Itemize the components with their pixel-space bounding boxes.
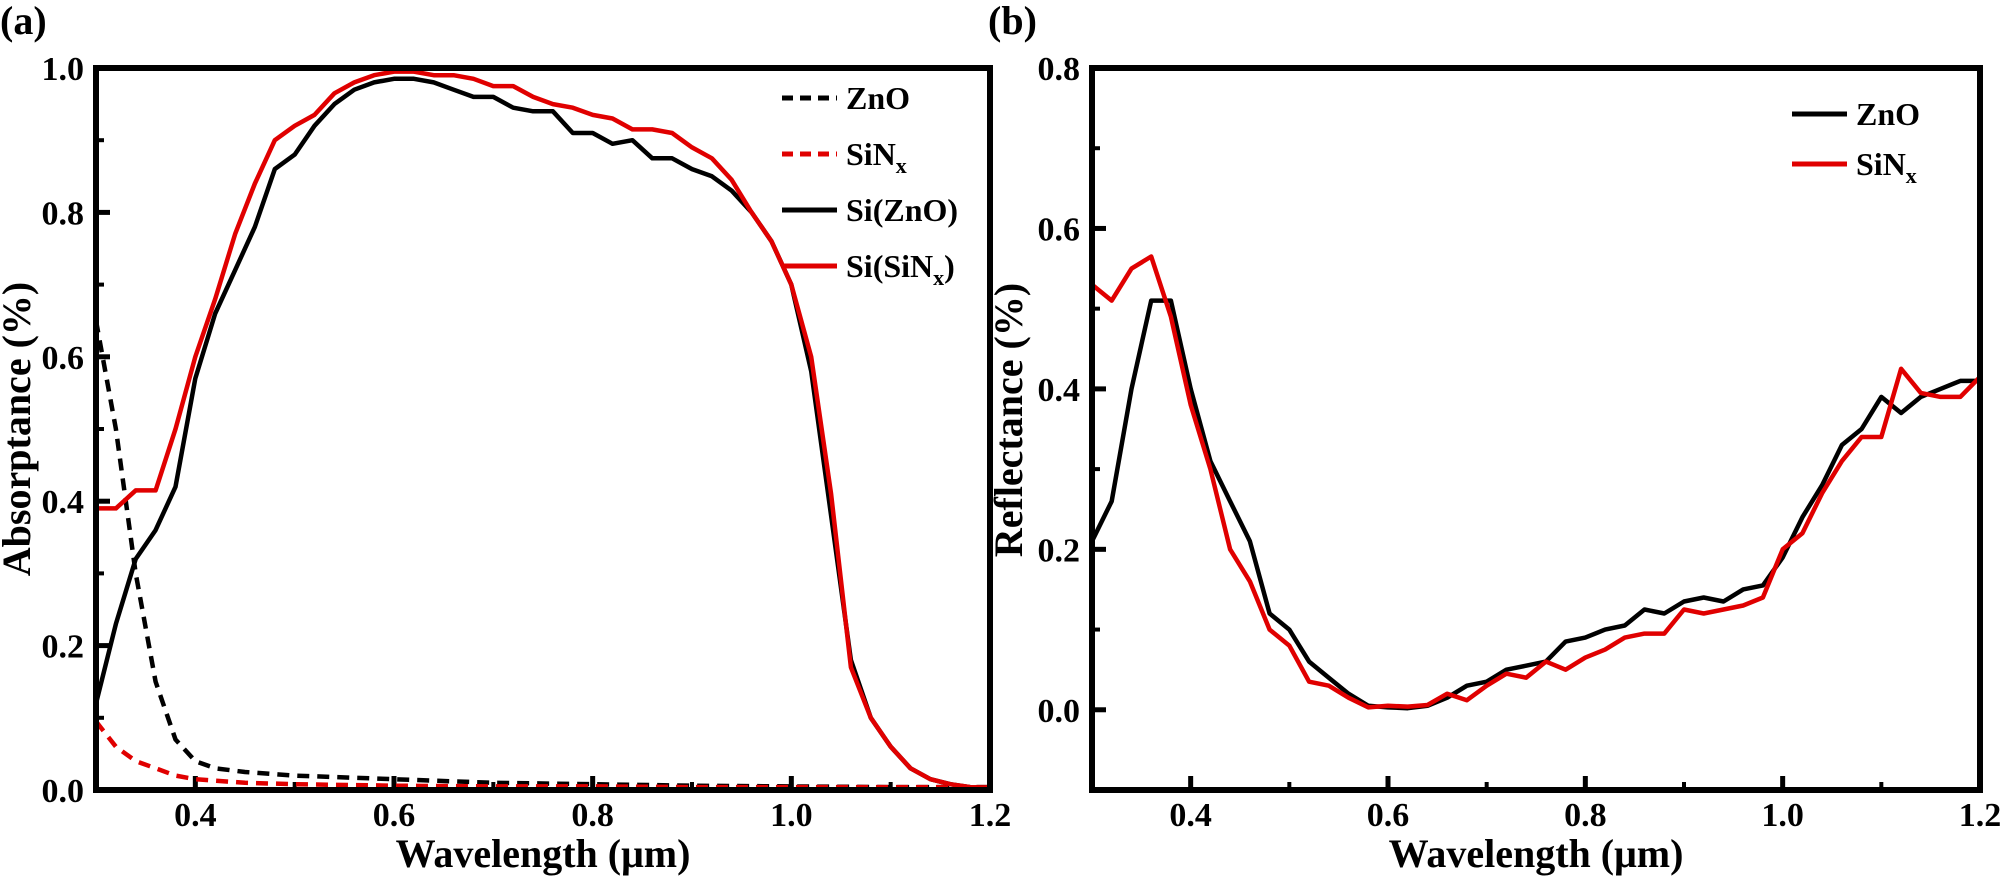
panel-b-plot-frame bbox=[1089, 65, 1983, 793]
panel-a-legend-label: SiNx bbox=[846, 136, 907, 178]
panel-a-series-sinx bbox=[94, 720, 990, 790]
panel-b-x-tick-label: 1.2 bbox=[1959, 797, 2000, 834]
panel-b-series-zno bbox=[1089, 298, 1980, 711]
panel-a-plot-frame bbox=[93, 65, 993, 793]
panel-a-series-si-sinx bbox=[96, 69, 991, 791]
panel-b-y-tick-label: 0.2 bbox=[1038, 532, 1081, 569]
panel-a-y-tick-label: 0.8 bbox=[42, 195, 85, 232]
panel-a-x-tick-label: 0.6 bbox=[373, 797, 416, 834]
panel-b-y-tick-label: 0.8 bbox=[1038, 51, 1081, 88]
panel-b-x-axis-label: Wavelength (μm) bbox=[1389, 831, 1684, 876]
panel-b-x-tick-label: 0.4 bbox=[1169, 797, 1212, 834]
panel-b-y-tick-label: 0.4 bbox=[1038, 372, 1081, 409]
panel-a-legend-item: Si(ZnO) bbox=[782, 192, 958, 228]
panel-b-y-tick-label: 0.6 bbox=[1038, 211, 1081, 248]
panel-a-label: (a) bbox=[0, 0, 47, 43]
panel-a-y-tick-label: 0.0 bbox=[42, 773, 85, 810]
panel-b-reflectance-chart: (b) 0.4 0.6 0.8 1.0 1.2 0.0 0.2 0.4 0.6 0.8 ZnO Si… bbox=[986, 0, 2000, 876]
panel-b-x-tick-label: 0.8 bbox=[1564, 797, 1607, 834]
panel-a-series-zno bbox=[93, 320, 990, 790]
panel-b-series-sinx bbox=[1090, 254, 1982, 710]
panel-a-y-tick-label: 0.4 bbox=[42, 484, 85, 521]
panel-b-y-tick-label: 0.0 bbox=[1038, 693, 1081, 730]
panel-a-y-axis-label: Absorptance (%) bbox=[0, 282, 39, 576]
panel-a-y-tick-label: 1.0 bbox=[42, 51, 85, 88]
panel-a-x-tick-label: 0.4 bbox=[174, 797, 217, 834]
panel-a-legend-item: Si(SiNx) bbox=[782, 248, 955, 290]
panel-a-legend-label: Si(ZnO) bbox=[846, 192, 958, 228]
panel-a-x-tick-label: 1.0 bbox=[770, 797, 813, 834]
panel-a-x-axis-label: Wavelength (μm) bbox=[396, 831, 691, 876]
panel-a-x-tick-label: 0.8 bbox=[571, 797, 614, 834]
panel-a-y-tick-label: 0.6 bbox=[42, 340, 85, 377]
panel-b-x-tick-label: 0.6 bbox=[1367, 797, 1410, 834]
panel-b-legend-label: SiNx bbox=[1856, 146, 1917, 188]
panel-b-label: (b) bbox=[988, 0, 1037, 43]
panel-a-legend-item: SiNx bbox=[782, 136, 907, 178]
panel-b-legend-label: ZnO bbox=[1856, 96, 1920, 132]
panel-a-legend-label: ZnO bbox=[846, 80, 910, 116]
panel-b-legend-item: SiNx bbox=[1792, 146, 1917, 188]
panel-a-legend-item: ZnO bbox=[782, 80, 910, 116]
panel-a-absorptance-chart: (a) 0.4 0.6 0.8 1.0 1.2 0.0 0.2 0.4 0.6 0.8 1.0 Zn… bbox=[0, 0, 1011, 876]
panel-a-legend-label: Si(SiNx) bbox=[846, 248, 955, 290]
panel-a-y-tick-label: 0.2 bbox=[42, 629, 85, 666]
panel-b-legend-item: ZnO bbox=[1792, 96, 1920, 132]
panel-a-x-tick-label: 1.2 bbox=[969, 797, 1012, 834]
panel-b-y-axis-label: Reflectance (%) bbox=[986, 283, 1031, 557]
panel-b-x-tick-label: 1.0 bbox=[1761, 797, 1804, 834]
